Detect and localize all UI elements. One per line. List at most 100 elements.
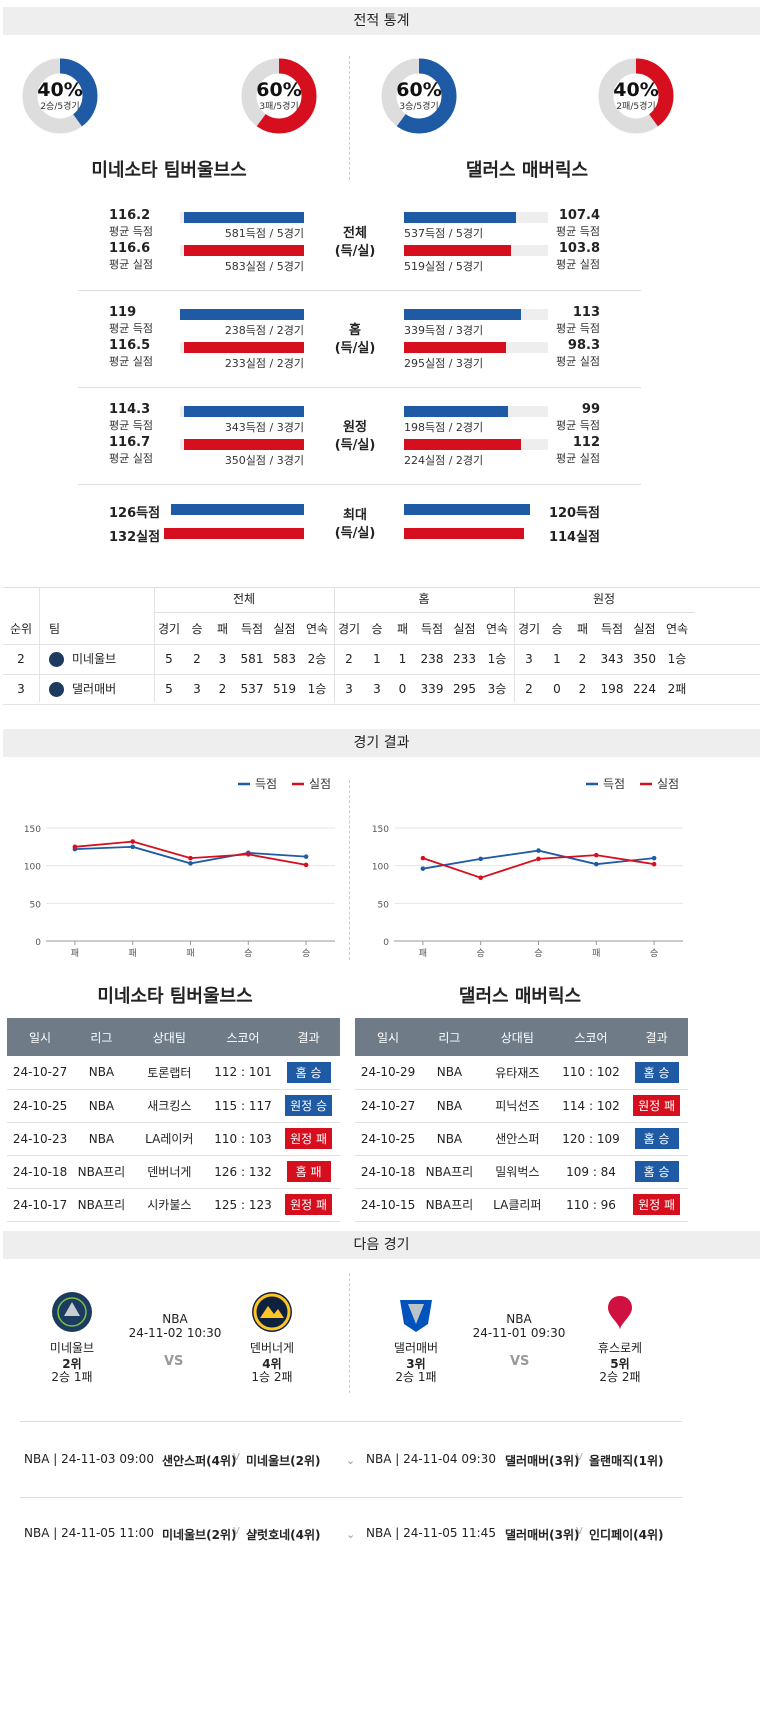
chevron-down-icon[interactable]: ⌄ xyxy=(346,1454,356,1467)
schedule-line xyxy=(20,1497,682,1498)
data-point xyxy=(420,855,426,861)
stat-bar-fill xyxy=(183,439,304,450)
rank-header-cell: 연속 xyxy=(305,622,329,636)
stat-bar-fill xyxy=(164,528,304,539)
stat-bar-fill xyxy=(404,245,511,256)
schedule-sep-icon: V xyxy=(233,1526,240,1537)
stat-value: 126득점 xyxy=(109,506,161,521)
results-header-cell: 일시 xyxy=(7,1018,74,1056)
stat-bar-track xyxy=(180,309,304,320)
stat-value: 112 xyxy=(572,435,600,450)
timberwolves-logo-icon xyxy=(52,1292,92,1332)
stat-group-sublabel: (득/실) xyxy=(334,526,376,541)
stat-group-label: 원정 xyxy=(343,420,367,435)
rank-cell: 238 xyxy=(420,652,444,666)
rank-group-away: 원정 xyxy=(592,592,616,606)
stat-bar-track xyxy=(404,212,548,223)
y-tick-label: 50 xyxy=(378,900,390,910)
results-cell: NBA xyxy=(421,1089,478,1123)
rank-header-cell: 승 xyxy=(551,622,563,636)
results-row: 24-10-18 NBA프리 덴버너게 126 : 132 홈 패 xyxy=(7,1155,340,1189)
y-tick-label: 50 xyxy=(30,900,42,910)
data-point xyxy=(303,854,309,859)
results-cell: 샌안스퍼 xyxy=(477,1122,557,1156)
stat-bar-track xyxy=(404,504,544,515)
stat-bar-text: 233실점 / 2경기 xyxy=(224,357,304,370)
results-cell: 홈 승 xyxy=(277,1056,340,1090)
results-cell: 홈 승 xyxy=(625,1155,688,1189)
data-point xyxy=(72,844,78,850)
results-row: 24-10-29 NBA 유타재즈 110 : 102 홈 승 xyxy=(355,1056,688,1090)
stat-group-sublabel: (득/실) xyxy=(334,438,376,453)
results-cell: 24-10-18 xyxy=(355,1155,422,1189)
stat-bar-fill xyxy=(404,528,525,539)
rank-cell: 3 xyxy=(218,652,227,666)
stat-bar-fill xyxy=(180,309,304,320)
rank-cell: 339 xyxy=(420,682,444,696)
rank-cell: 537 xyxy=(240,682,264,696)
donut-fill xyxy=(598,58,674,134)
results-cell: 24-10-18 xyxy=(7,1155,74,1189)
rank-header-cell: 패 xyxy=(396,622,409,636)
stat-group-sublabel: (득/실) xyxy=(334,244,376,259)
rank-cell: 1승 xyxy=(667,652,687,666)
vs-label: VS xyxy=(164,1354,184,1369)
stat-bar-fill xyxy=(404,342,507,353)
results-cell: 원정 패 xyxy=(625,1089,688,1123)
results-header-cell: 결과 xyxy=(277,1018,340,1056)
rank-header-cell: 경기 xyxy=(517,622,541,636)
rank-cell: 2승 xyxy=(307,652,327,666)
stat-bar-fill xyxy=(404,504,530,515)
results-header-cell: 결과 xyxy=(625,1018,688,1056)
rank-header-cell: 패 xyxy=(216,622,229,636)
stat-bar-track xyxy=(180,342,304,353)
results-cell: 원정 패 xyxy=(277,1122,340,1156)
stat-bar-text: 343득점 / 3경기 xyxy=(224,421,304,434)
schedule-line xyxy=(20,1421,682,1422)
results-row: 24-10-17 NBA프리 시카불스 125 : 123 원정 패 xyxy=(7,1188,340,1222)
results-cell: 115 : 117 xyxy=(208,1089,278,1123)
stat-label: 평균 득점 xyxy=(109,419,153,432)
results-cell: 109 : 84 xyxy=(556,1155,626,1189)
rank-cell: 3 xyxy=(17,682,25,696)
rank-header-cell: 경기 xyxy=(157,622,181,636)
stat-label: 평균 실점 xyxy=(556,258,600,271)
donut-chart xyxy=(381,58,457,134)
results-cell: NBA프리 xyxy=(421,1155,478,1189)
rank-cell: 295 xyxy=(453,682,476,696)
chevron-down-icon[interactable]: ⌄ xyxy=(346,1528,356,1541)
donut-fill xyxy=(381,58,457,134)
stat-group-label: 전체 xyxy=(343,226,367,241)
line-chart: 득점 실점 150 100 50 0 패 승 승 패 승 xyxy=(372,777,683,959)
results-row: 24-10-18 NBA프리 밀워벅스 109 : 84 홈 승 xyxy=(355,1155,688,1189)
rank-header-cell: 연속 xyxy=(665,622,689,636)
stat-label: 평균 득점 xyxy=(556,225,600,238)
rank-cell: 581 xyxy=(240,652,264,666)
y-tick-label: 0 xyxy=(383,938,389,948)
results-cell: 새크킹스 xyxy=(129,1089,209,1123)
stat-value: 116.7 xyxy=(109,435,151,450)
results-row: 24-10-15 NBA프리 LA클리퍼 110 : 96 원정 패 xyxy=(355,1188,688,1222)
result-badge: 홈 승 xyxy=(634,1061,679,1083)
results-row: 24-10-25 NBA 샌안스퍼 120 : 109 홈 승 xyxy=(355,1122,688,1156)
rank-cell: 2 xyxy=(578,652,587,666)
x-tick-label: 패 xyxy=(71,948,79,959)
results-header-cell: 상대팀 xyxy=(477,1018,557,1056)
stat-label: 평균 실점 xyxy=(556,355,600,368)
stat-bar-track xyxy=(180,245,304,256)
vs-label: VS xyxy=(510,1354,530,1369)
results-cell: NBA xyxy=(73,1056,130,1090)
results-cell: 120 : 109 xyxy=(556,1122,626,1156)
stat-label: 평균 실점 xyxy=(109,355,153,368)
rank-header-cell: 실점 xyxy=(633,622,656,636)
stat-value: 120득점 xyxy=(548,506,600,521)
rank-cell: 3승 xyxy=(487,682,507,696)
results-cell: 24-10-25 xyxy=(7,1089,74,1123)
rank-cell: 2패 xyxy=(667,682,687,696)
data-point xyxy=(536,856,541,862)
rank-cell: 1승 xyxy=(307,682,327,696)
results-cell: 24-10-27 xyxy=(7,1056,74,1090)
section-header-next: 다음 경기 xyxy=(3,1231,760,1259)
data-point xyxy=(536,848,541,853)
rank-row-line xyxy=(3,644,760,645)
